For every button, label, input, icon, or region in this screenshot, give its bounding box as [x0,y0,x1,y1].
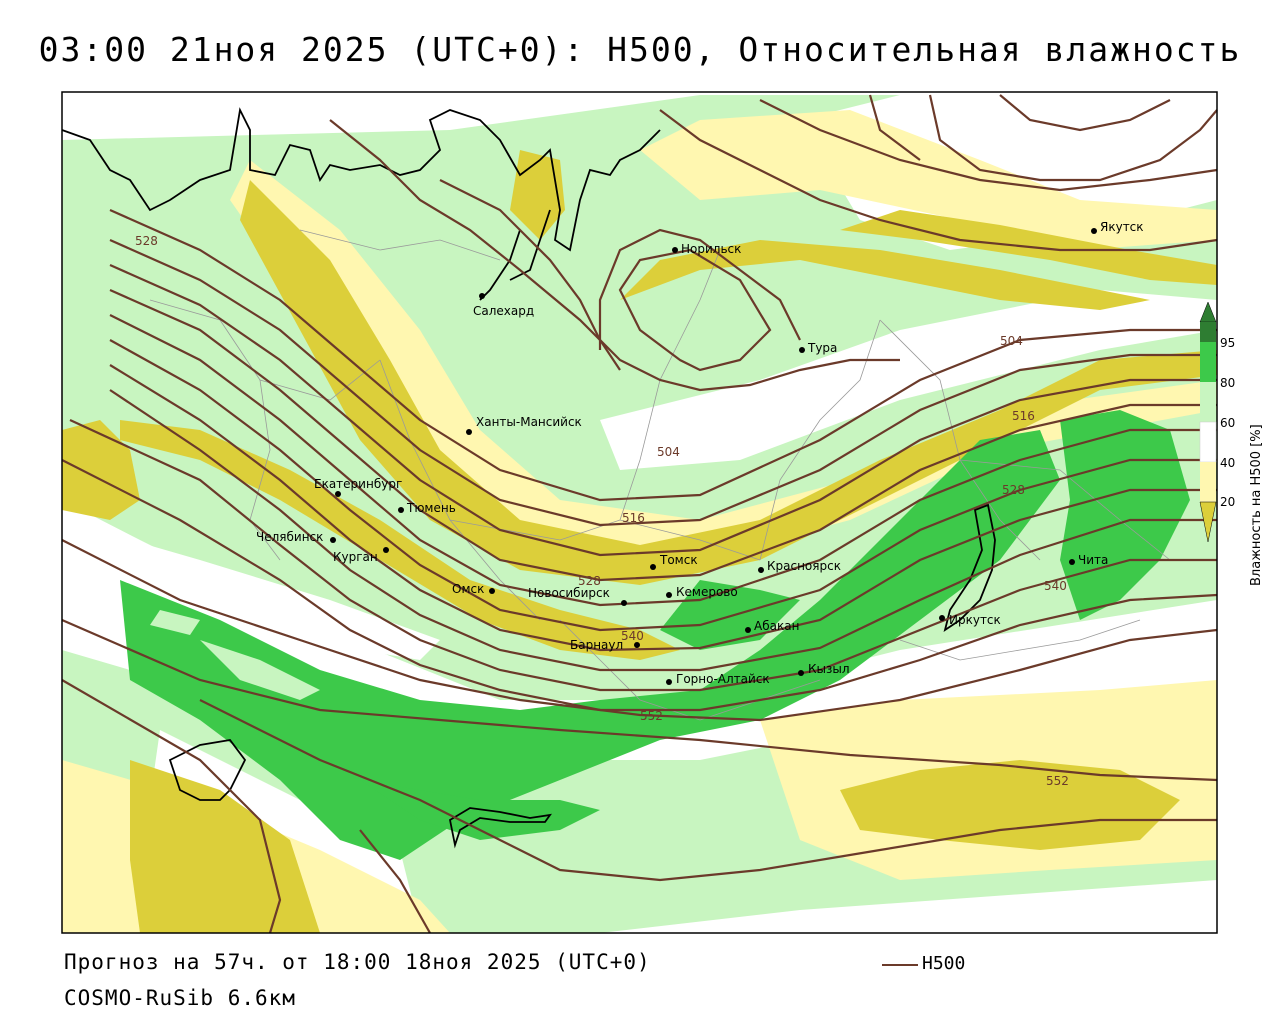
city-marker [621,600,627,606]
city-label: Курган [333,550,378,564]
forecast-info: Прогноз на 57ч. от 18:00 18ноя 2025 (UTC… [64,950,651,974]
contour-label: 504 [1000,334,1023,348]
city-label: Красноярск [767,559,841,573]
city-marker [672,247,678,253]
contour-label: 528 [135,234,158,248]
humidity-fields [62,95,1217,933]
city-label: Чита [1078,553,1108,567]
colorbar-tick: 95 [1220,336,1235,350]
model-name: COSMO-RuSib 6.6км [64,986,296,1010]
h500-legend-line [882,964,918,966]
city-marker [650,564,656,570]
city-label: Иркутск [949,613,1001,627]
city-marker [466,429,472,435]
h500-legend-label: H500 [922,953,966,974]
city-marker [666,592,672,598]
colorbar-title: Влажность на H500 [%] [1249,424,1264,586]
city-label: Якутск [1100,220,1144,234]
colorbar-segment [1200,322,1216,342]
city-marker [745,627,751,633]
city-label: Тюмень [406,501,456,515]
city-marker [1069,559,1075,565]
city-label: Барнаул [570,638,623,652]
map-frame [61,91,1218,934]
colorbar-segment [1199,421,1217,463]
contour-label: 552 [640,709,663,723]
city-marker [1091,228,1097,234]
contour-label: 504 [657,445,680,459]
contour-label: 528 [578,574,601,588]
contour-label: 516 [622,511,645,525]
colorbar-segment [1200,462,1216,502]
h500-contours [61,94,1218,934]
cities: Якутск Норильск Салехард Тура Ханты-Манс… [256,220,1144,686]
city-marker [758,567,764,573]
city-label: Абакан [754,619,799,633]
contour-label: 516 [1012,409,1035,423]
city-label: Норильск [681,242,741,256]
city-label: Кызыл [808,662,850,676]
city-marker [798,670,804,676]
colorbar-tick: 20 [1220,495,1235,509]
city-marker [489,588,495,594]
city-label: Омск [452,582,484,596]
city-marker [799,347,805,353]
colorbar-tick: 40 [1220,456,1235,470]
city-label: Салехард [473,304,534,318]
map-title: 03:00 21ноя 2025 (UTC+0): H500, Относите… [38,30,1242,69]
city-marker [335,491,341,497]
city-label: Челябинск [256,530,323,544]
city-label: Кемерово [676,585,738,599]
city-marker [383,547,389,553]
colorbar-segment [1200,382,1216,422]
contour-label: 540 [1044,579,1067,593]
city-marker [330,537,336,543]
contour-label: 552 [1046,774,1069,788]
colorbar-tick: 80 [1220,376,1235,390]
city-marker [666,679,672,685]
city-label: Ханты-Мансийск [476,415,582,429]
contour-labels: 528 504 504 516 516 528 528 540 540 552 … [135,234,1069,788]
city-label: Екатеринбург [314,477,402,491]
city-label: Тура [807,341,837,355]
city-marker [939,615,945,621]
contour-label: 528 [1002,483,1025,497]
city-marker [634,642,640,648]
colorbar: 95 80 60 40 20 Влажность на H500 [%] [1199,301,1264,586]
colorbar-tick: 60 [1220,416,1235,430]
city-label: Горно-Алтайск [676,672,770,686]
city-marker [398,507,404,513]
contour-label: 540 [621,629,644,643]
city-label: Новосибирск [528,586,610,600]
colorbar-bottom-arrow [1199,501,1217,543]
city-label: Томск [659,553,698,567]
city-marker [479,293,485,299]
colorbar-segment [1200,342,1216,382]
